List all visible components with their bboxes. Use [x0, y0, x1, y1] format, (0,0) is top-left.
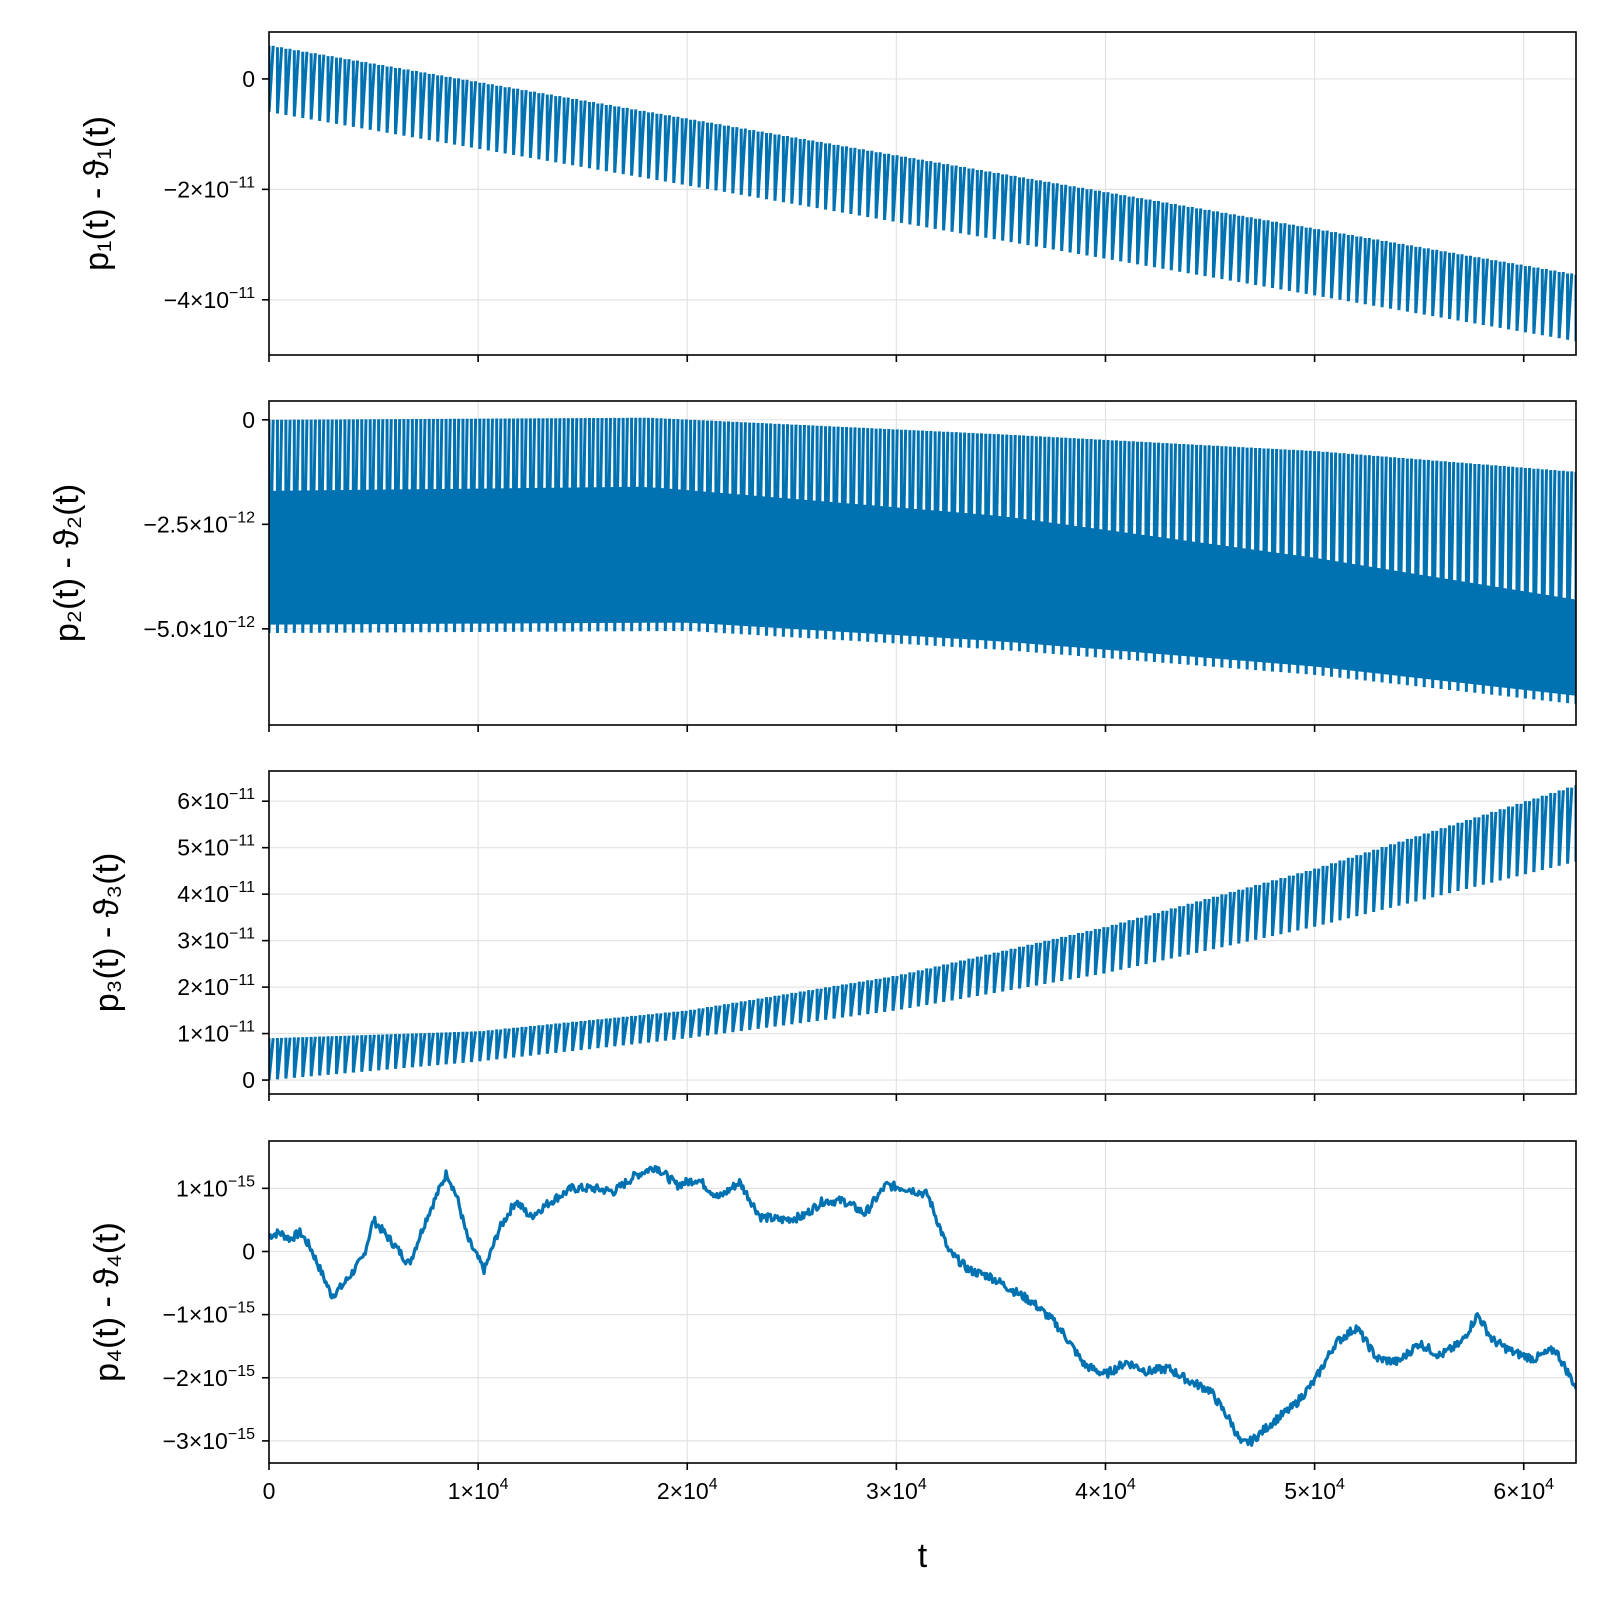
- axes-frame: [268, 1140, 1577, 1464]
- x-tick-label: 1×104: [448, 1476, 509, 1504]
- y-tick-label: −5.0×10−12: [143, 614, 255, 642]
- y-tick-label: 0: [242, 66, 255, 92]
- axes-frame: [268, 770, 1577, 1095]
- y-axis-label: p₂(t) - ϑ₂(t): [48, 484, 86, 642]
- y-tick-label: −3×10−15: [163, 1426, 255, 1454]
- x-tick-label: 3×104: [866, 1476, 927, 1504]
- y-axis-label: p₁(t) - ϑ₁(t): [78, 116, 116, 271]
- y-tick-label: 1×10−11: [177, 1019, 255, 1047]
- y-tick-label: −4×10−11: [164, 285, 255, 313]
- x-axis-label: t: [918, 1537, 928, 1575]
- plot-area: [269, 45, 1576, 342]
- plot-area: [269, 784, 1576, 1081]
- series-line: [269, 784, 1576, 1081]
- y-tick-label: 1×10−15: [176, 1173, 255, 1201]
- y-axis-label: p₃(t) - ϑ₃(t): [88, 853, 126, 1013]
- y-tick-label: −1×10−15: [163, 1300, 255, 1328]
- series-dense-band: [269, 486, 1576, 696]
- y-tick-label: 6×10−11: [177, 786, 255, 814]
- x-tick-label: 5×104: [1284, 1476, 1345, 1504]
- series-line: [269, 45, 1576, 342]
- panel-3: 0 1×10−11 2×10−11 3×10−11 4×10−11 5×10−11 6×10…: [88, 770, 1577, 1101]
- y-tick-label: 0: [242, 407, 255, 433]
- y-tick-label: 0: [242, 1238, 255, 1264]
- y-tick-label: 4×10−11: [177, 879, 255, 907]
- x-tick-label: 6×104: [1493, 1476, 1554, 1504]
- y-tick-label: 3×10−11: [177, 926, 255, 954]
- y-tick-label: 5×10−11: [177, 833, 255, 861]
- y-tick-label: −2×10−15: [163, 1363, 255, 1391]
- panel-2: 0 −2.5×10−12 −5.0×10−12 p₂(t) - ϑ₂(t): [48, 400, 1577, 732]
- panel-4: 1×10−15 0 −1×10−15 −2×10−15 −3×10−15 0 1×104 2×…: [88, 1140, 1577, 1575]
- series-line: [269, 1165, 1576, 1447]
- plot-area: [269, 417, 1576, 705]
- y-axis-label: p₄(t) - ϑ₄(t): [88, 1222, 126, 1382]
- axes-frame: [268, 400, 1577, 726]
- x-tick-label: 4×104: [1075, 1476, 1136, 1504]
- y-tick-label: −2×10−11: [164, 174, 255, 202]
- plot-area: [269, 1165, 1576, 1447]
- x-tick-label: 2×104: [657, 1476, 718, 1504]
- panel-1: 0 −2×10−11 −4×10−11 p₁(t) - ϑ₁(t): [78, 31, 1577, 362]
- x-tick-label: 0: [263, 1478, 276, 1504]
- axes-frame: [268, 31, 1577, 356]
- y-tick-label: 2×10−11: [177, 972, 255, 1000]
- y-tick-label: 0: [242, 1067, 255, 1093]
- y-tick-label: −2.5×10−12: [143, 509, 255, 537]
